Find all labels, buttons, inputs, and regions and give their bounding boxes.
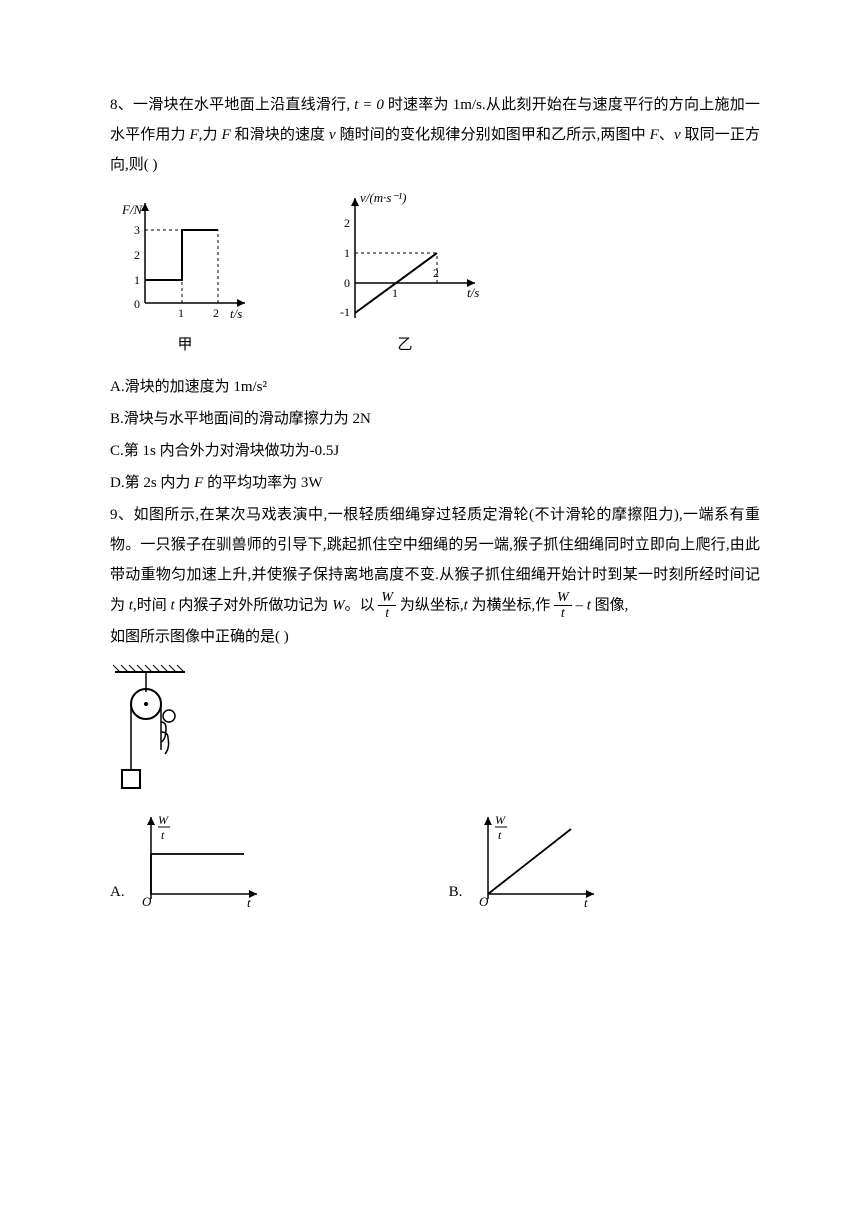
- svg-text:t: t: [247, 895, 251, 909]
- frac1-den: t: [378, 606, 396, 621]
- svg-text:0: 0: [344, 276, 350, 290]
- jia-ylabel: F/N: [121, 202, 144, 217]
- q9-t4: 。以: [345, 597, 379, 613]
- svg-text:W: W: [495, 813, 506, 827]
- svg-text:t: t: [584, 895, 588, 909]
- q8-options: A.滑块的加速度为 1m/s² B.滑块与水平地面间的滑动摩擦力为 2N C.第…: [110, 372, 760, 498]
- q8-t4: 和滑块的速度: [231, 127, 329, 143]
- q8-optD-post: 的平均功率为 3W: [203, 475, 322, 491]
- q8-t0: t = 0: [354, 97, 384, 113]
- q9-t7b: 图像,: [591, 597, 629, 613]
- yi-xlabel: t/s: [467, 285, 479, 300]
- svg-text:2: 2: [213, 306, 219, 320]
- pulley-diagram: [110, 662, 760, 803]
- q9-option-charts: A. O t W t B. O t W t: [110, 809, 760, 909]
- q8-t3: ,力: [199, 127, 222, 143]
- svg-text:2: 2: [344, 216, 350, 230]
- q8-optD-pre: D.第 2s 内力: [110, 475, 194, 491]
- frac1-num: W: [378, 590, 396, 606]
- q8-F1: F: [189, 127, 198, 143]
- svg-text:-1: -1: [340, 305, 350, 319]
- q8-F2: F: [221, 127, 230, 143]
- q9-num: 9、: [110, 507, 133, 523]
- svg-text:1: 1: [344, 246, 350, 260]
- yi-ylabel: v/(m·s⁻¹): [360, 190, 407, 205]
- label-B: B.: [449, 877, 463, 907]
- q8-F3: F: [650, 127, 659, 143]
- svg-text:1: 1: [178, 306, 184, 320]
- svg-text:t: t: [161, 828, 165, 842]
- svg-text:2: 2: [433, 266, 439, 280]
- jia-xlabel: t/s: [230, 306, 242, 321]
- q9-t5: 为纵坐标,: [396, 597, 464, 613]
- q8-optD-F: F: [194, 475, 203, 491]
- svg-text:W: W: [158, 813, 169, 827]
- q8-optC: C.第 1s 内合外力对滑块做功为-0.5J: [110, 436, 760, 466]
- svg-text:O: O: [142, 894, 152, 909]
- svg-text:3: 3: [134, 223, 140, 237]
- q8-sep: 、: [659, 127, 674, 143]
- svg-text:1: 1: [392, 286, 398, 300]
- chart-option-B: B. O t W t: [449, 809, 607, 909]
- q8-text: 8、一滑块在水平地面上沿直线滑行, t = 0 时速率为 1m/s.从此刻开始在…: [110, 90, 760, 180]
- q9-t6: 为横坐标,作: [468, 597, 554, 613]
- svg-text:t: t: [498, 828, 502, 842]
- chart-yi: v/(m·s⁻¹) t/s 0 1 2 -1 1 2 乙: [320, 188, 490, 360]
- q8-optB: B.滑块与水平地面间的滑动摩擦力为 2N: [110, 404, 760, 434]
- chart-option-A: A. O t W t: [110, 809, 269, 909]
- q9-t2: ,时间: [133, 597, 171, 613]
- chart-jia: F/N t/s 0 1 2 3 1 2 甲: [110, 188, 260, 360]
- q8-optD: D.第 2s 内力 F 的平均功率为 3W: [110, 468, 760, 498]
- q8-t5: 随时间的变化规律分别如图甲和乙所示,两图中: [336, 127, 650, 143]
- q9-t7a: –: [572, 597, 587, 613]
- svg-text:2: 2: [134, 248, 140, 262]
- jia-caption: 甲: [110, 330, 260, 360]
- q8-optA: A.滑块的加速度为 1m/s²: [110, 372, 760, 402]
- frac-W-over-t-2: Wt: [554, 590, 572, 622]
- svg-text:1: 1: [134, 273, 140, 287]
- q8-t1: 一滑块在水平地面上沿直线滑行,: [133, 97, 354, 113]
- frac-W-over-t-1: Wt: [378, 590, 396, 622]
- q8-v2: v: [674, 127, 681, 143]
- q8-num: 8、: [110, 97, 133, 113]
- label-A: A.: [110, 877, 125, 907]
- q9-t3: 内猴子对外所做功记为: [175, 597, 333, 613]
- frac2-num: W: [554, 590, 572, 606]
- q9-W1: W: [332, 597, 345, 613]
- q9-text: 9、如图所示,在某次马戏表演中,一根轻质细绳穿过轻质定滑轮(不计滑轮的摩擦阻力)…: [110, 500, 760, 622]
- q8-v1: v: [329, 127, 336, 143]
- svg-text:O: O: [479, 894, 489, 909]
- svg-text:0: 0: [134, 297, 140, 311]
- q8-diagrams: F/N t/s 0 1 2 3 1 2 甲 v/(m·s⁻¹) t/s 0 1: [110, 188, 760, 360]
- q9-text-line2: 如图所示图像中正确的是( ): [110, 622, 760, 652]
- frac2-den: t: [554, 606, 572, 621]
- yi-caption: 乙: [320, 330, 490, 360]
